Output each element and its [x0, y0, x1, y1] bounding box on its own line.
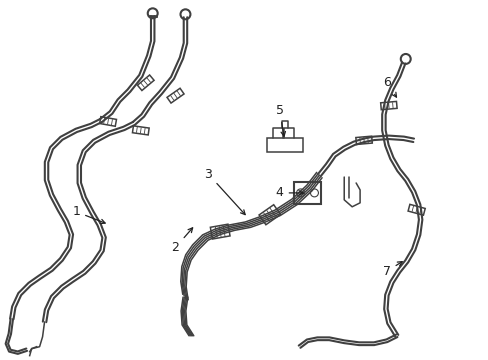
Bar — [407, 204, 425, 215]
Bar — [380, 102, 396, 110]
Bar — [266, 138, 302, 152]
Bar — [210, 224, 229, 239]
Bar — [100, 117, 116, 126]
Bar — [132, 126, 149, 135]
Bar — [259, 205, 280, 225]
Bar — [167, 88, 183, 103]
Bar — [355, 136, 371, 144]
Text: 7: 7 — [382, 262, 402, 278]
Text: 3: 3 — [204, 167, 244, 215]
Text: 1: 1 — [72, 205, 105, 224]
Bar — [293, 182, 321, 204]
Bar — [137, 75, 154, 90]
Text: 4: 4 — [275, 186, 303, 199]
Text: 5: 5 — [275, 104, 285, 136]
Text: 2: 2 — [171, 228, 192, 254]
Text: 6: 6 — [382, 76, 396, 97]
